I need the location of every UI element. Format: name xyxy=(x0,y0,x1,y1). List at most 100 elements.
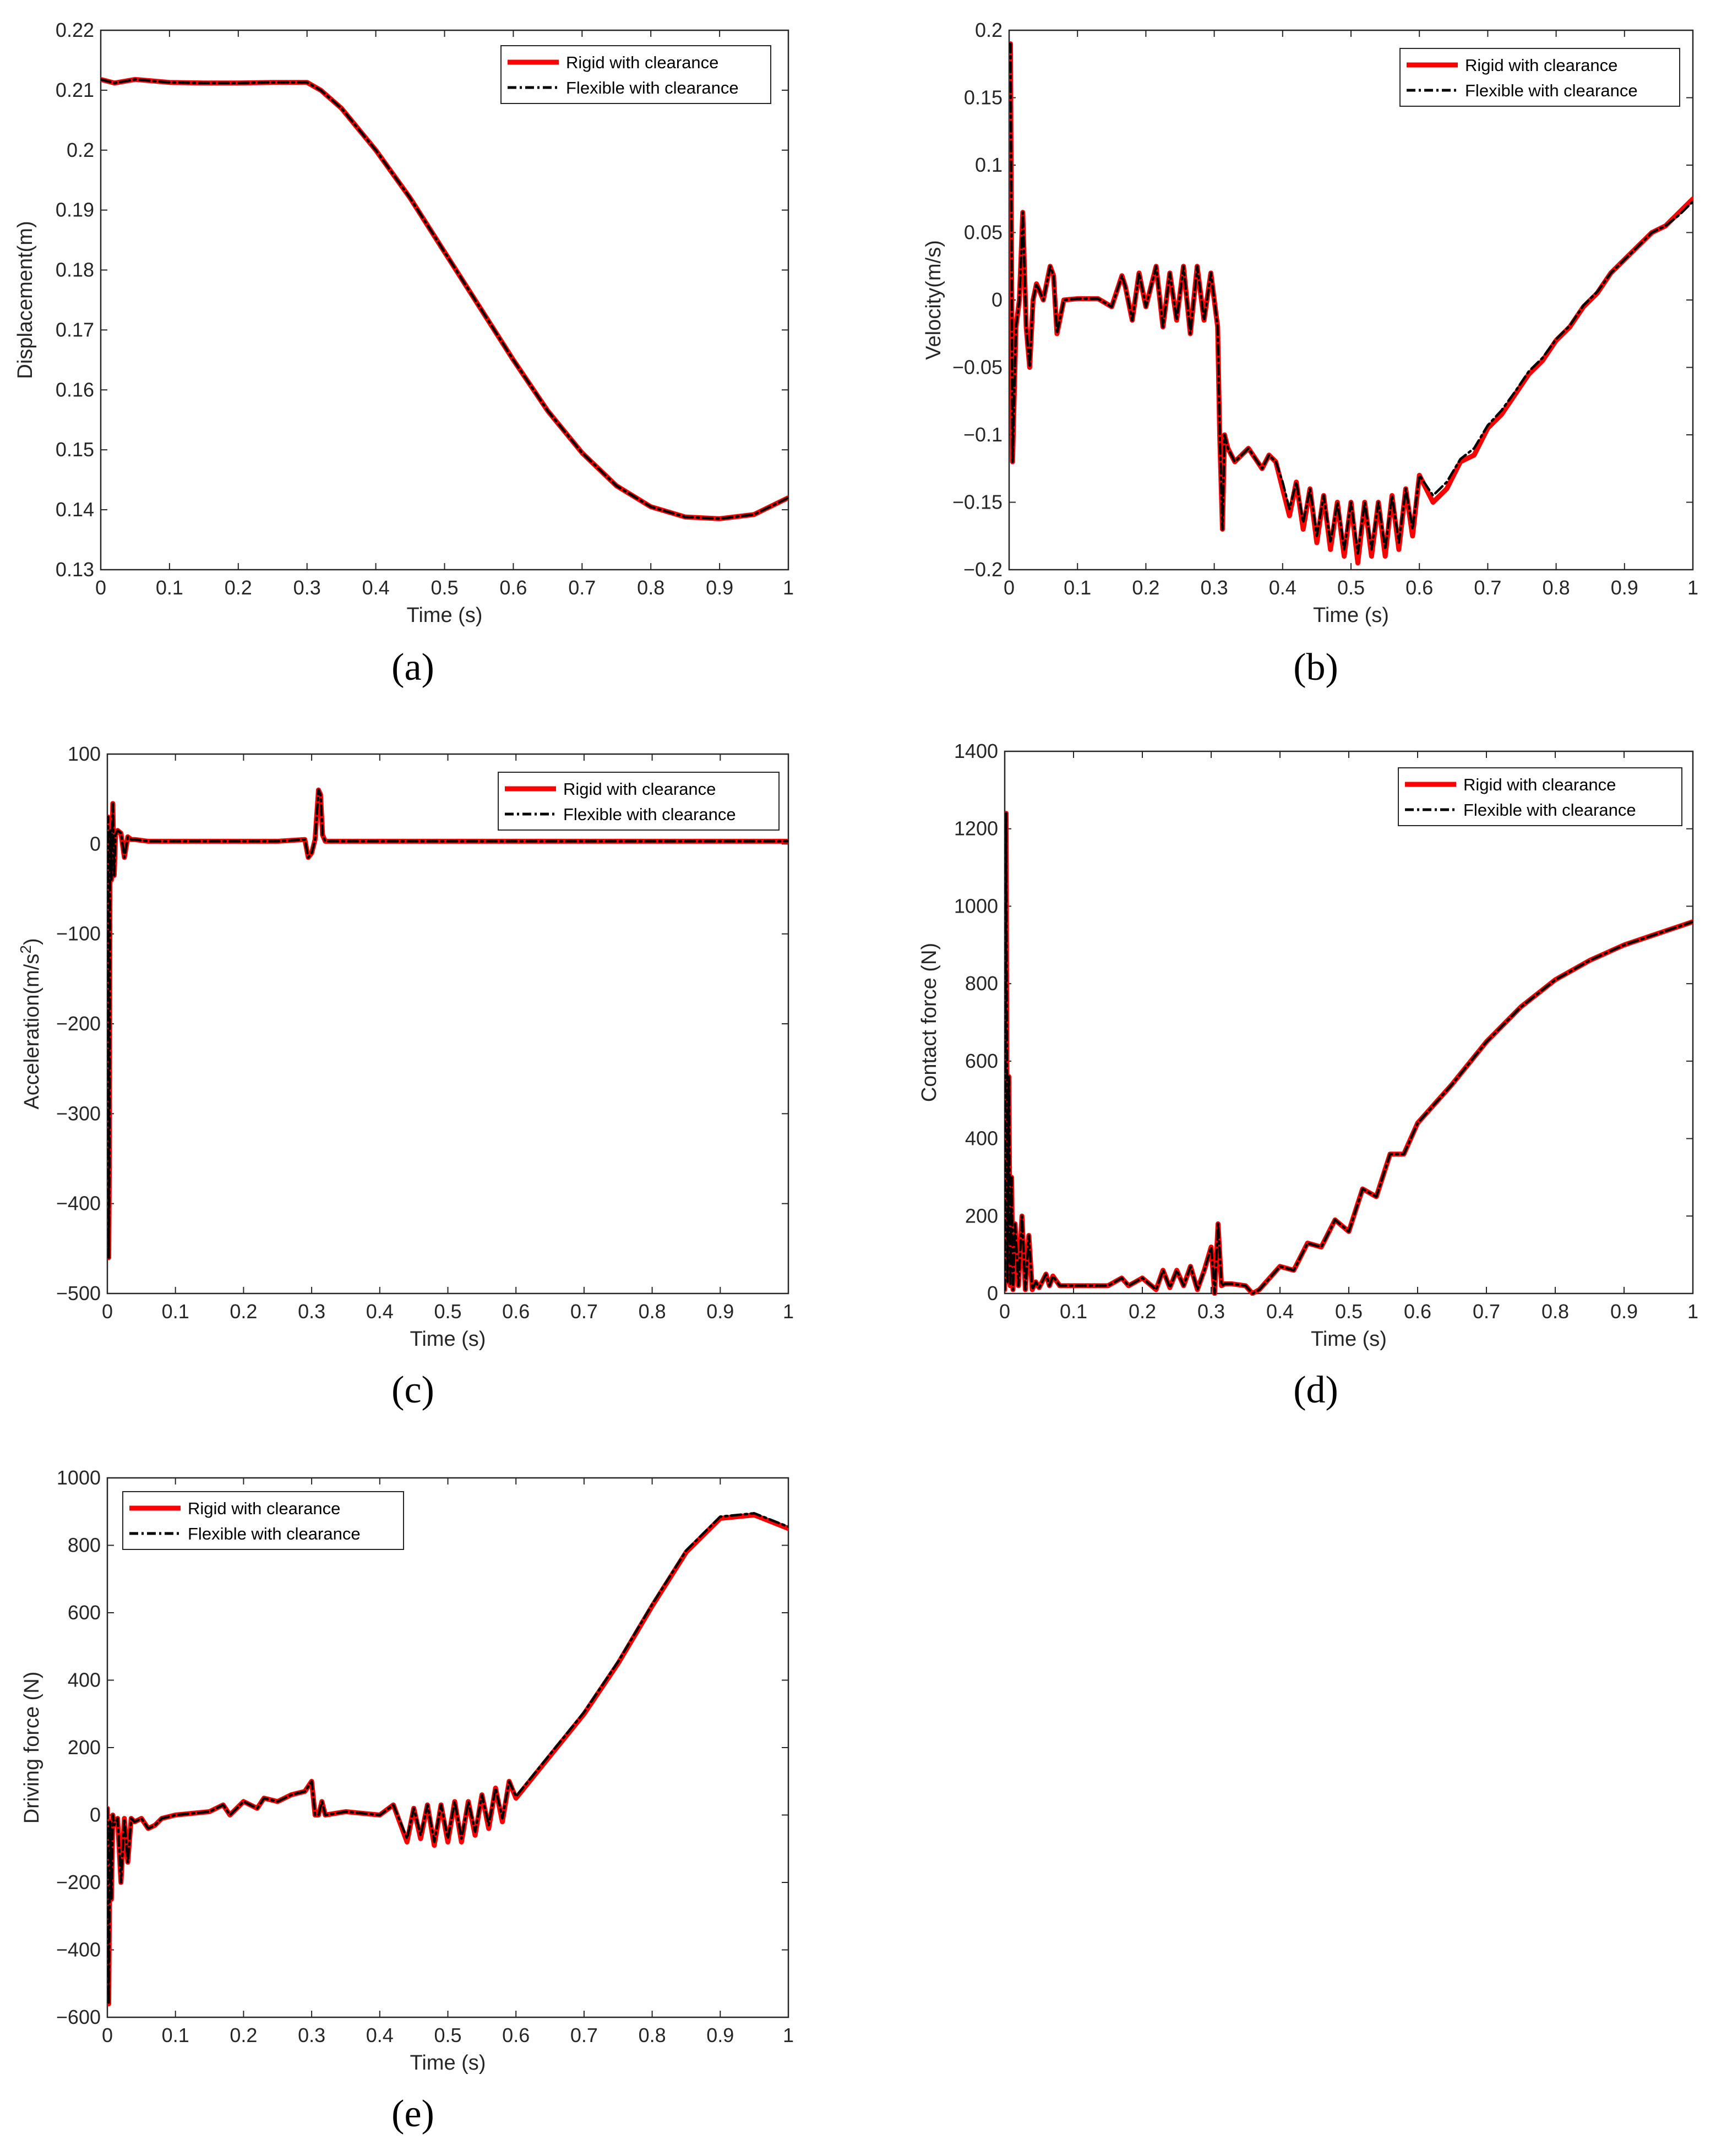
x-tick-label: 0 xyxy=(102,1300,113,1323)
x-tick-label: 0.3 xyxy=(1201,576,1228,599)
chart-a: 0 0.1 0.2 0.3 0.4 0.5 0.6 0.7 0.8 0.9 1 0.13 0.14 0.1… xyxy=(14,19,794,689)
x-tick-label: 0.2 xyxy=(1132,576,1159,599)
x-tick-label: 0.2 xyxy=(225,576,252,599)
y-tick-label: 0.15 xyxy=(56,438,94,461)
legend-box xyxy=(1399,48,1680,107)
legend-label: Flexible with clearance xyxy=(563,805,736,824)
chart-c: 0 0.1 0.2 0.3 0.4 0.5 0.6 0.7 0.8 0.9 1 −500 −400 −30… xyxy=(17,743,794,1411)
y-tick-label: −100 xyxy=(56,923,101,945)
x-tick-label: 0.5 xyxy=(431,576,458,599)
series-line-flexible xyxy=(107,789,788,1259)
x-tick-label: 0.3 xyxy=(1197,1300,1225,1323)
x-tick-label: 0.8 xyxy=(637,576,664,599)
legend-label: Rigid with clearance xyxy=(1463,775,1616,794)
x-tick-label: 0.1 xyxy=(162,1300,189,1323)
y-axis-label-text: Acceleration(m/s xyxy=(20,954,43,1110)
legend: Rigid with clearance Flexible with cleara… xyxy=(1399,48,1680,107)
x-tick-label: 0.9 xyxy=(706,576,733,599)
x-tick-label: 0.1 xyxy=(162,2024,189,2046)
series-line-flexible xyxy=(1005,812,1693,1295)
chart-b: 0 0.1 0.2 0.3 0.4 0.5 0.6 0.7 0.8 0.9 1 −0.2 −0.15 −0… xyxy=(922,19,1698,689)
y-tick-label: −400 xyxy=(56,1939,101,1961)
y-tick-label: 400 xyxy=(965,1127,998,1150)
x-tick-label: 0.5 xyxy=(434,1300,461,1323)
legend-box xyxy=(500,45,771,104)
y-tick-label: 0.17 xyxy=(56,318,94,341)
x-tick-label: 0.7 xyxy=(568,576,596,599)
legend-label: Rigid with clearance xyxy=(563,779,716,799)
x-tick-label: 0.2 xyxy=(230,2024,257,2046)
plot-area xyxy=(106,1477,789,2018)
y-axis-label-text: Contact force (N) xyxy=(918,943,941,1102)
y-tick-label: 0.05 xyxy=(964,221,1003,244)
legend-box xyxy=(498,772,780,831)
y-axis-label-suffix: ) xyxy=(20,938,43,945)
chart-e: 0 0.1 0.2 0.3 0.4 0.5 0.6 0.7 0.8 0.9 1 −600 −400 −20… xyxy=(20,1466,794,2135)
y-tick-label: 0.21 xyxy=(56,79,94,101)
y-tick-label: −500 xyxy=(56,1282,101,1304)
y-tick-label: −600 xyxy=(56,2006,101,2028)
x-tick-label: 0.4 xyxy=(366,1300,394,1323)
x-tick-label: 0.8 xyxy=(1543,576,1570,599)
legend-label: Rigid with clearance xyxy=(1465,56,1617,75)
x-tick-label: 0 xyxy=(1004,576,1015,599)
x-tick-label: 0.7 xyxy=(570,2024,598,2046)
y-axis-label: Driving force (N) xyxy=(20,1672,43,1824)
y-tick-label: 0.16 xyxy=(56,378,94,401)
y-axis-label: Acceleration(m/s2) xyxy=(17,938,43,1109)
x-tick-label: 0.9 xyxy=(706,2024,734,2046)
y-tick-label: −200 xyxy=(56,1012,101,1035)
y-tick-label: 200 xyxy=(965,1204,998,1227)
y-tick-label: 400 xyxy=(68,1669,101,1691)
y-axis-label-text: Driving force (N) xyxy=(20,1672,43,1824)
chart-d: 0 0.1 0.2 0.3 0.4 0.5 0.6 0.7 0.8 0.9 1 0 200 400 600 8… xyxy=(918,740,1698,1411)
y-axis-label-superscript: 2 xyxy=(17,945,34,954)
y-tick-label: 100 xyxy=(68,743,101,765)
legend-box xyxy=(1398,767,1682,826)
y-tick-label: 200 xyxy=(68,1736,101,1759)
plot-area xyxy=(100,29,789,571)
y-tick-label: 0.19 xyxy=(56,199,94,221)
y-tick-label: −300 xyxy=(56,1102,101,1125)
y-tick-label: 1000 xyxy=(57,1466,101,1489)
plot-area xyxy=(1008,29,1694,571)
subfigure-caption: (d) xyxy=(1293,1369,1338,1411)
subfigure-caption: (b) xyxy=(1293,646,1338,689)
x-tick-label: 1 xyxy=(1687,576,1698,599)
y-tick-label: 0 xyxy=(987,1282,998,1304)
x-tick-label: 0 xyxy=(102,2024,113,2046)
legend: Rigid with clearance Flexible with cleara… xyxy=(1398,767,1682,826)
x-tick-label: 0.8 xyxy=(639,2024,666,2046)
y-tick-label: −200 xyxy=(56,1871,101,1893)
y-tick-label: 1000 xyxy=(954,894,998,917)
x-tick-label: 0.4 xyxy=(366,2024,394,2046)
legend-label: Rigid with clearance xyxy=(566,53,718,72)
x-tick-label: 0.8 xyxy=(639,1300,666,1323)
x-tick-label: 0.9 xyxy=(1610,1300,1638,1323)
x-tick-label: 0.4 xyxy=(1266,1300,1294,1323)
x-tick-label: 0.3 xyxy=(298,2024,325,2046)
x-tick-label: 0.6 xyxy=(1406,576,1433,599)
x-tick-label: 0.3 xyxy=(298,1300,325,1323)
x-tick-label: 0.5 xyxy=(434,2024,461,2046)
x-tick-label: 1 xyxy=(783,2024,794,2046)
x-axis-label: Time (s) xyxy=(410,2051,486,2075)
x-tick-label: 0.6 xyxy=(502,1300,530,1323)
y-tick-label: 0 xyxy=(90,1804,101,1826)
y-tick-label: 0.2 xyxy=(975,19,1003,41)
legend: Rigid with clearance Flexible with cleara… xyxy=(498,772,780,831)
x-tick-label: 0.1 xyxy=(1064,576,1091,599)
subfigure-caption: (e) xyxy=(391,2093,434,2135)
legend-box xyxy=(122,1491,404,1550)
x-tick-label: 1 xyxy=(1687,1300,1698,1323)
y-axis-label: Displacement(m) xyxy=(14,221,37,379)
x-tick-label: 0.6 xyxy=(499,576,527,599)
y-tick-label: −0.2 xyxy=(963,558,1003,581)
y-tick-label: 800 xyxy=(68,1534,101,1557)
x-tick-label: 0.7 xyxy=(1473,1300,1500,1323)
legend-label: Rigid with clearance xyxy=(188,1499,340,1518)
y-tick-label: 0.13 xyxy=(56,558,94,581)
x-tick-label: 0 xyxy=(999,1300,1010,1323)
subfigure-caption: (a) xyxy=(391,646,434,689)
